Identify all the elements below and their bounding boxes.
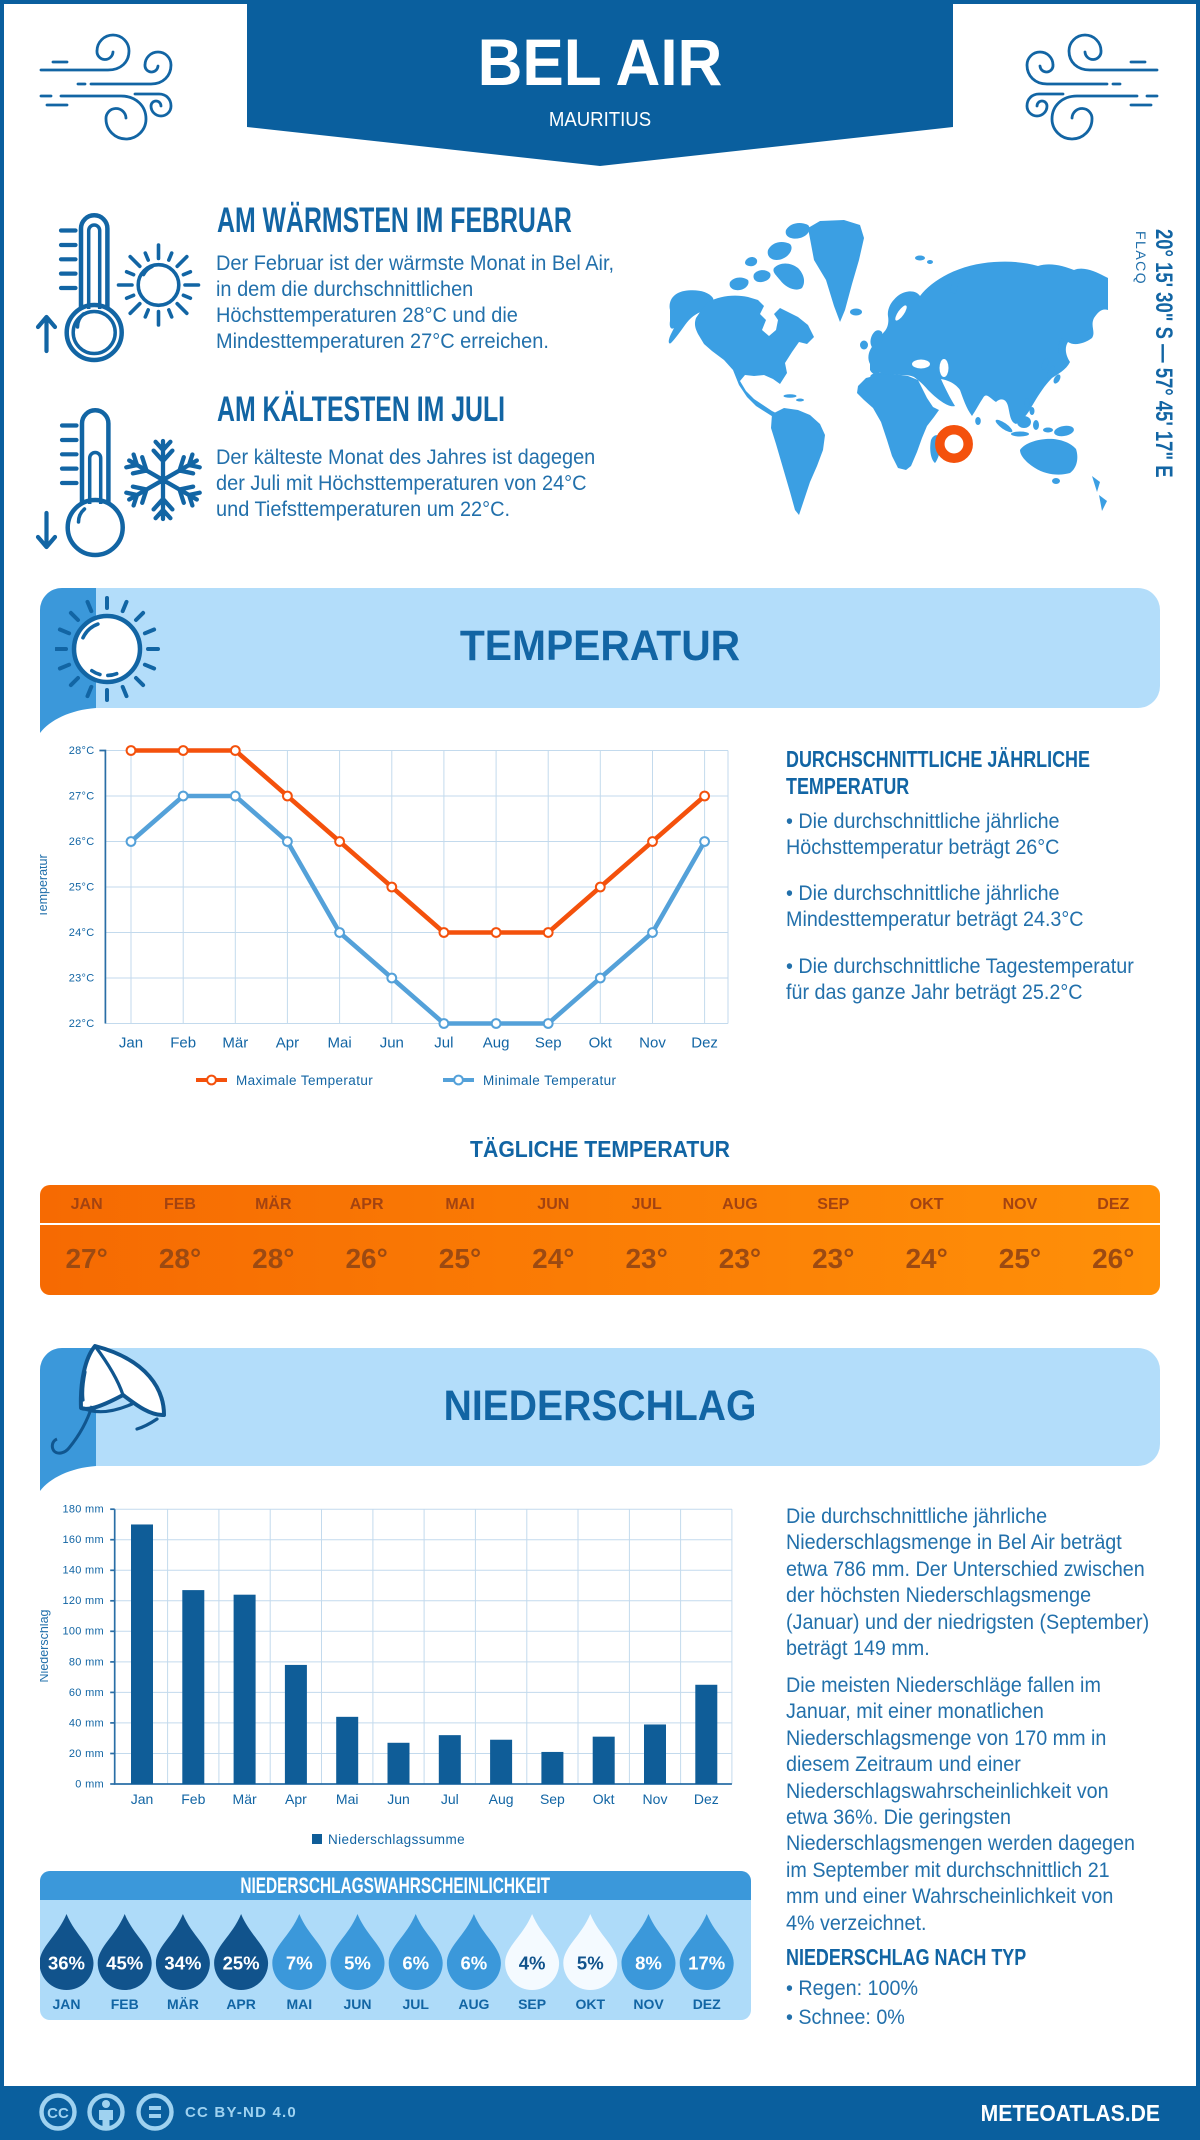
- svg-text:100 mm: 100 mm: [62, 1626, 104, 1638]
- svg-text:25%: 25%: [223, 1953, 260, 1974]
- svg-text:Mär: Mär: [222, 1035, 248, 1052]
- svg-text:MÄR: MÄR: [167, 1996, 199, 2012]
- svg-text:Feb: Feb: [170, 1035, 196, 1052]
- svg-text:Apr: Apr: [285, 1791, 307, 1807]
- svg-text:6%: 6%: [402, 1953, 429, 1974]
- svg-text:Nov: Nov: [643, 1791, 668, 1807]
- svg-text:DEZ: DEZ: [693, 1996, 721, 2012]
- svg-text:80 mm: 80 mm: [69, 1656, 104, 1668]
- svg-text:40 mm: 40 mm: [69, 1717, 104, 1729]
- svg-text:7%: 7%: [286, 1953, 313, 1974]
- svg-text:Nov: Nov: [639, 1035, 666, 1052]
- svg-text:Jun: Jun: [380, 1035, 404, 1052]
- svg-text:JUN: JUN: [343, 1996, 371, 2012]
- svg-text:26°C: 26°C: [69, 836, 95, 848]
- svg-text:34%: 34%: [164, 1953, 201, 1974]
- svg-text:0 mm: 0 mm: [75, 1778, 104, 1790]
- svg-text:Jun: Jun: [387, 1791, 410, 1807]
- svg-text:140 mm: 140 mm: [62, 1565, 104, 1577]
- svg-text:Sep: Sep: [540, 1791, 565, 1807]
- svg-text:23°C: 23°C: [69, 973, 95, 985]
- svg-text:160 mm: 160 mm: [62, 1534, 104, 1546]
- svg-text:Dez: Dez: [691, 1035, 718, 1052]
- svg-text:Jul: Jul: [441, 1791, 459, 1807]
- svg-text:Mai: Mai: [328, 1035, 352, 1052]
- svg-text:JAN: JAN: [52, 1996, 80, 2012]
- svg-text:Niederschlag: Niederschlag: [40, 1609, 51, 1682]
- svg-text:28°C: 28°C: [69, 745, 95, 757]
- svg-text:22°C: 22°C: [69, 1018, 95, 1030]
- svg-text:Apr: Apr: [276, 1035, 299, 1052]
- svg-text:Dez: Dez: [694, 1791, 719, 1807]
- svg-text:27°C: 27°C: [69, 791, 95, 803]
- svg-text:Mai: Mai: [336, 1791, 359, 1807]
- svg-text:4%: 4%: [519, 1953, 546, 1974]
- svg-text:FEB: FEB: [111, 1996, 139, 2012]
- svg-text:OKT: OKT: [576, 1996, 606, 2012]
- svg-text:5%: 5%: [344, 1953, 371, 1974]
- svg-text:Aug: Aug: [489, 1791, 514, 1807]
- svg-text:Niederschlagssumme: Niederschlagssumme: [328, 1832, 465, 1847]
- svg-text:Minimale Temperatur: Minimale Temperatur: [483, 1073, 617, 1088]
- svg-text:Maximale Temperatur: Maximale Temperatur: [236, 1073, 373, 1088]
- svg-text:36%: 36%: [48, 1953, 85, 1974]
- svg-text:60 mm: 60 mm: [69, 1687, 104, 1699]
- svg-text:120 mm: 120 mm: [62, 1595, 104, 1607]
- svg-text:Aug: Aug: [483, 1035, 510, 1052]
- svg-text:180 mm: 180 mm: [62, 1504, 104, 1516]
- svg-text:APR: APR: [226, 1996, 256, 2012]
- svg-text:JUL: JUL: [402, 1996, 429, 2012]
- svg-text:6%: 6%: [461, 1953, 488, 1974]
- svg-text:Jan: Jan: [131, 1791, 154, 1807]
- svg-text:8%: 8%: [635, 1953, 662, 1974]
- svg-text:NOV: NOV: [633, 1996, 664, 2012]
- svg-text:CC: CC: [47, 2105, 69, 2122]
- svg-text:AUG: AUG: [458, 1996, 489, 2012]
- svg-text:Sep: Sep: [535, 1035, 562, 1052]
- svg-text:5%: 5%: [577, 1953, 604, 1974]
- svg-text:45%: 45%: [106, 1953, 143, 1974]
- svg-text:17%: 17%: [688, 1953, 725, 1974]
- svg-text:Jul: Jul: [434, 1035, 453, 1052]
- svg-text:Mär: Mär: [233, 1791, 257, 1807]
- svg-text:Jan: Jan: [119, 1035, 143, 1052]
- svg-text:24°C: 24°C: [69, 927, 95, 939]
- svg-text:Okt: Okt: [593, 1791, 615, 1807]
- svg-text:MAI: MAI: [286, 1996, 312, 2012]
- svg-text:Feb: Feb: [181, 1791, 205, 1807]
- svg-text:SEP: SEP: [518, 1996, 546, 2012]
- svg-text:Okt: Okt: [589, 1035, 613, 1052]
- svg-text:25°C: 25°C: [69, 882, 95, 894]
- svg-text:Temperatur: Temperatur: [40, 854, 50, 917]
- svg-text:20 mm: 20 mm: [69, 1748, 104, 1760]
